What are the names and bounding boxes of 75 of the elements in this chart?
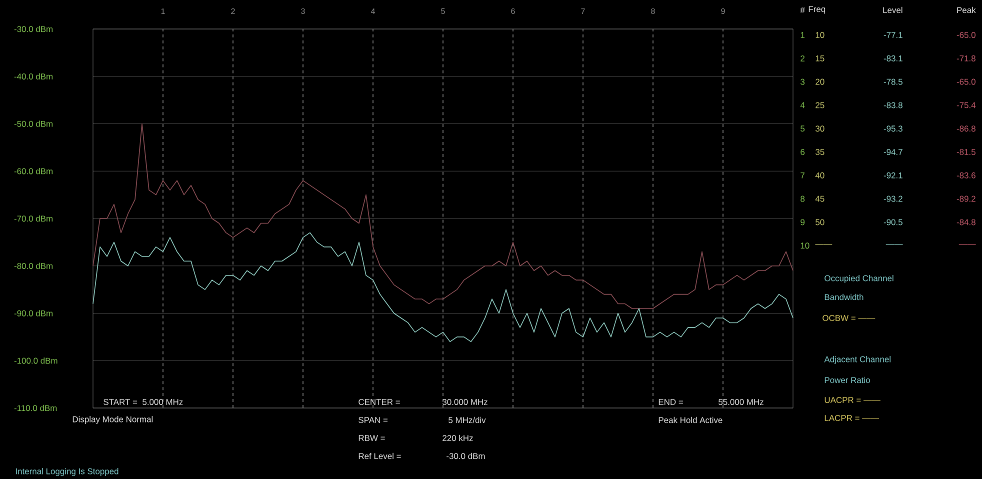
text: Peak [957,6,976,14]
text: -94.7 [884,149,902,155]
text: Occupied Channel [824,275,894,283]
text: -84.8 [956,219,976,226]
text: UACPR = —— [824,397,880,403]
text: 15 [816,55,824,62]
text: 35 [816,149,824,155]
text: Adjacent Channel [824,356,890,364]
y-tick-label: -80.0 dBm [14,262,53,269]
text: -89.2 [956,196,976,202]
y-tick-label: -90.0 dBm [14,310,53,316]
text: 7 [800,172,804,178]
text: 1 [800,32,805,38]
text: Bandwidth [824,294,864,300]
text: 220 kHz [442,434,473,442]
text: Freq [808,6,826,14]
text: -83.6 [956,172,976,178]
text: Display Mode Normal [72,416,153,424]
text: 50 [816,219,824,226]
text: # [800,7,805,13]
text: 30 [816,126,824,132]
text: -81.5 [956,149,976,155]
annotation: END = [658,399,683,405]
text: -83.1 [884,55,902,62]
text: -78.5 [884,78,902,85]
text: OCBW = —— [822,315,876,321]
text: -30.0 dBm [446,452,485,460]
text: 3 [800,78,805,85]
text: 45 [815,196,824,202]
text: —— [815,244,832,245]
text: Ref Level = [358,452,401,460]
text: —— [958,244,976,245]
y-tick-label: -110.0 dBm [14,404,57,412]
text: RBW = [358,435,385,441]
text: -95.3 [884,126,902,132]
annotation: CENTER = [358,399,400,405]
text: —— [886,244,903,245]
text: -77.1 [884,32,902,38]
y-tick-label: -30.0 dBm [14,26,53,32]
text: -71.8 [956,55,976,62]
text: -75.4 [956,102,976,108]
text: 40 [815,172,824,178]
annotation: 30.000 MHz [442,399,488,405]
text: 5 MHz/div [448,416,486,424]
text: LACPR = —— [824,415,880,421]
y-tick-label: -50.0 dBm [14,120,53,127]
text: 9 [800,219,805,226]
text: -93.2 [884,196,902,202]
text: -86.8 [956,126,976,132]
text: -65.0 [956,32,976,38]
text: SPAN = [358,417,388,423]
text: 20 [816,78,824,85]
text: 6 [800,149,805,155]
text: 10 [800,242,810,249]
y-tick-label: -40.0 dBm [14,73,53,80]
text: Level [883,6,902,14]
text: 2 [800,55,804,62]
annotation: 55.000 MHz [718,399,764,405]
text: 8 [800,196,805,202]
text: -65.0 [956,78,976,85]
text: -90.5 [884,219,902,226]
y-tick-label: -70.0 dBm [14,215,53,222]
text: 10 [816,32,824,38]
text: Peak Hold Active [658,416,722,424]
annotation: START = [104,399,138,405]
annotation: 5.000 MHz [142,399,183,405]
text: -83.8 [884,102,902,108]
y-tick-label: -100.0 dBm [14,358,58,364]
text: Power Ratio [824,376,870,384]
y-tick-label: -60.0 dBm [14,168,53,174]
text: Internal Logging Is Stopped [16,468,118,476]
text: 25 [816,102,824,108]
text: 5 [800,126,805,132]
text: 4 [800,102,805,108]
text: -92.1 [884,172,902,178]
